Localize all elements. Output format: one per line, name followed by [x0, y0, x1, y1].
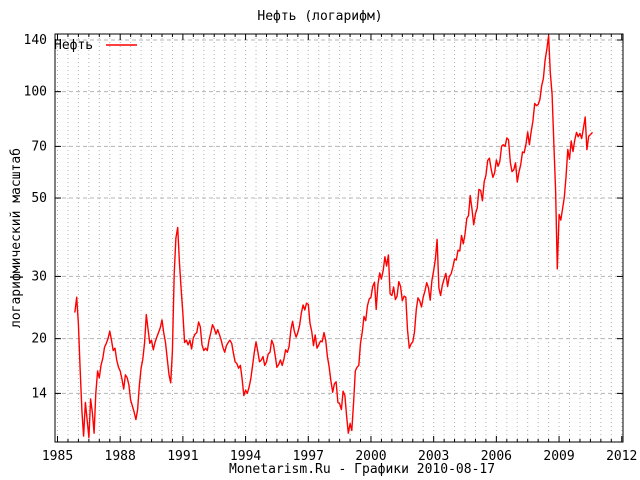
legend-label: Нефть	[54, 38, 93, 53]
x-tick-label: 2009	[543, 449, 574, 464]
oil-price-line	[74, 35, 593, 439]
x-tick-label: 2000	[355, 449, 386, 464]
watermark-caption: Monetarism.Ru - Графики 2010-08-17	[229, 462, 495, 477]
y-tick-label: 14	[31, 386, 47, 401]
plot-border	[54, 33, 624, 443]
x-tick-label: 2012	[606, 449, 637, 464]
axis-ticks	[55, 34, 623, 442]
y-tick-label: 100	[24, 85, 47, 100]
y-tick-label: 70	[31, 139, 47, 154]
x-tick-label: 1985	[42, 449, 73, 464]
y-tick-label: 30	[31, 269, 47, 284]
y-tick-label: 140	[24, 33, 47, 48]
x-tick-label: 1988	[105, 449, 136, 464]
x-tick-label: 1997	[293, 449, 324, 464]
chart-title: Нефть (логарифм)	[257, 9, 382, 24]
grid-lines	[55, 34, 623, 442]
y-tick-label: 50	[31, 191, 47, 206]
x-tick-label: 1994	[230, 449, 261, 464]
y-axis-label: логарифмический масштаб	[9, 148, 24, 328]
x-tick-label: 2006	[481, 449, 512, 464]
x-tick-label: 1991	[167, 449, 198, 464]
x-axis-tick-labels: 1985 1988 1991 1994 1997 2000 2003 2006 2009 2012	[42, 449, 638, 464]
y-tick-label: 20	[31, 332, 47, 347]
y-axis-tick-labels: 14 20 30 50 70 100 140	[24, 33, 48, 401]
x-tick-label: 2003	[418, 449, 449, 464]
